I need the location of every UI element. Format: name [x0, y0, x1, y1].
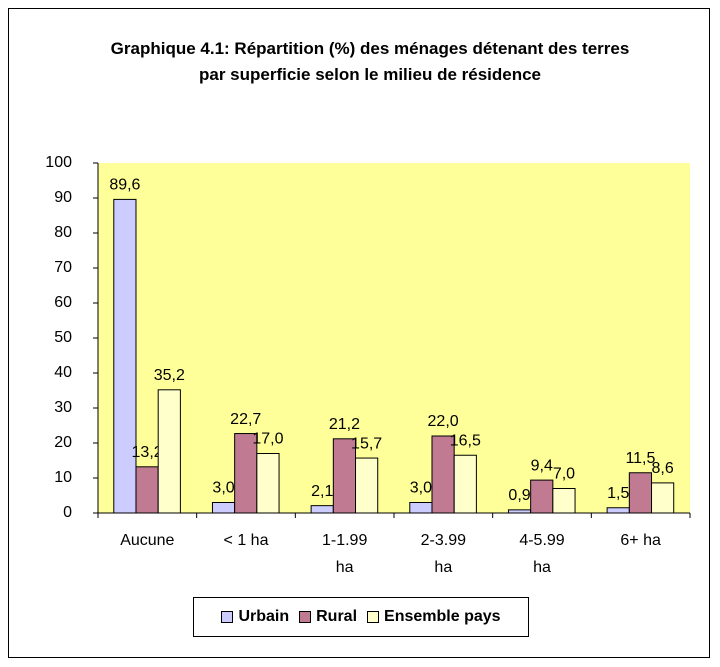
bar: [113, 198, 137, 514]
x-tick-label: 1-1.99 ha: [321, 532, 368, 576]
legend-swatch: [367, 611, 380, 623]
legend-item: Ensemble pays: [367, 608, 501, 626]
y-tick-label: 60: [54, 294, 72, 311]
bar: [606, 507, 630, 514]
legend-swatch: [221, 611, 234, 623]
bar: [310, 505, 334, 514]
data-label: 0,9: [508, 487, 530, 504]
bar: [651, 482, 675, 514]
legend-label: Urbain: [238, 608, 290, 625]
y-tick-label: 30: [54, 399, 72, 416]
data-label: 2,1: [311, 483, 333, 500]
y-tick-label: 10: [54, 469, 72, 486]
bar: [628, 472, 653, 514]
legend-item: Rural: [299, 608, 357, 626]
y-tick-label: 90: [54, 189, 72, 206]
bar: [552, 488, 576, 514]
x-tick-label: Aucune: [120, 532, 175, 549]
data-label: 22,0: [428, 413, 459, 430]
data-label: 3,0: [212, 480, 234, 497]
data-label: 1,5: [607, 485, 629, 502]
data-label: 22,7: [230, 411, 261, 428]
legend: Urbain Rural Ensemble pays: [193, 597, 529, 637]
x-tick-label: 6+ ha: [620, 532, 661, 549]
data-label: 8,6: [651, 460, 673, 477]
chart-frame: [8, 8, 710, 658]
data-label: 21,2: [329, 416, 360, 433]
y-tick-label: 80: [54, 224, 72, 241]
data-label: 35,2: [154, 367, 185, 384]
bar: [256, 453, 280, 514]
bar: [530, 479, 554, 514]
y-tick-label: 20: [54, 434, 72, 451]
bar: [453, 454, 477, 514]
data-label: 3,0: [410, 480, 432, 497]
y-tick-label: 70: [54, 259, 72, 276]
y-tick-label: 0: [63, 504, 72, 521]
data-label: 15,7: [351, 435, 382, 452]
bar: [409, 502, 433, 514]
y-tick-label: 100: [45, 154, 72, 171]
data-label: 9,4: [531, 457, 553, 474]
data-label: 16,5: [450, 432, 481, 449]
bar: [157, 389, 181, 514]
bar: [355, 457, 379, 514]
legend-label: Ensemble pays: [384, 608, 501, 625]
x-tick-label: < 1 ha: [223, 532, 269, 549]
data-label: 89,6: [109, 177, 140, 194]
data-label: 17,0: [252, 431, 283, 448]
plot-area: [98, 163, 690, 513]
data-label: 11,5: [625, 450, 655, 467]
legend-item: Urbain: [221, 608, 289, 626]
legend-label: Rural: [316, 608, 358, 625]
bar: [135, 466, 159, 514]
x-tick-label: 4-5.99 ha: [519, 532, 565, 576]
data-label: 13,2: [132, 444, 163, 461]
y-tick-label: 50: [54, 329, 72, 346]
data-label: 7,0: [553, 466, 575, 483]
y-tick-label: 40: [54, 364, 72, 381]
bar: [211, 502, 236, 514]
legend-swatch: [299, 611, 312, 623]
chart-title: Graphique 4.1: Répartition (%) des ménag…: [110, 39, 630, 84]
x-tick-label: 2-3.99 ha: [420, 532, 467, 576]
